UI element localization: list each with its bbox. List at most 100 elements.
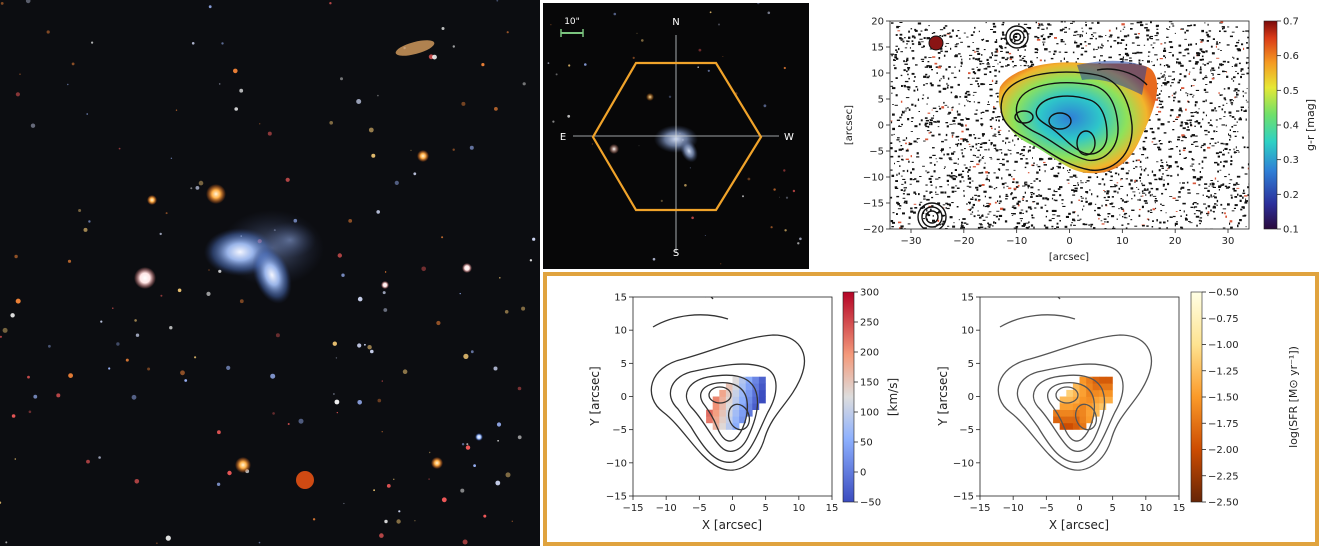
noise-pixel (1185, 108, 1187, 111)
noise-pixel (1236, 41, 1240, 44)
velocity-spaxel (739, 416, 746, 424)
noise-pixel (1162, 75, 1166, 77)
noise-pixel (989, 94, 993, 97)
noise-pixel (1113, 40, 1117, 42)
noise-pixel (1062, 167, 1065, 169)
noise-pixel (994, 41, 998, 43)
noise-pixel (953, 117, 957, 119)
velocity-spaxel (732, 409, 740, 417)
noise-pixel (1204, 183, 1208, 185)
noise-pixel (905, 158, 909, 160)
noise-pixel (890, 220, 894, 223)
noise-pixel (1030, 192, 1033, 194)
noise-pixel (1101, 47, 1103, 49)
noise-pixel (987, 213, 990, 215)
noise-pixel (1017, 184, 1020, 187)
noise-pixel (1211, 73, 1214, 74)
noise-pixel (932, 219, 935, 222)
noise-pixel (980, 112, 982, 114)
noise-pixel (995, 136, 997, 137)
noise-pixel (920, 58, 925, 60)
noise-pixel (1150, 44, 1153, 46)
noise-pixel (1036, 164, 1038, 166)
noise-pixel (960, 138, 964, 140)
noise-pixel (1150, 209, 1152, 211)
noise-pixel (902, 40, 905, 43)
noise-pixel (1234, 135, 1237, 137)
star (217, 430, 221, 435)
noise-pixel (1079, 35, 1082, 38)
noise-pixel (1160, 76, 1164, 78)
g-r-color-map-plot: −30 −20 −10 0 10 20 30 20 15 10 5 0 −5 −10 −15 −20 [ar… (812, 5, 1319, 271)
star (763, 104, 767, 108)
noise-pixel (1192, 203, 1194, 205)
noise-pixel (984, 227, 987, 229)
star (381, 431, 383, 433)
noise-pixel (1031, 217, 1035, 219)
noise-pixel (1133, 194, 1136, 197)
noise-pixel (1123, 26, 1126, 28)
noise-pixel (1008, 173, 1012, 177)
noise-pixel (1023, 23, 1028, 25)
noise-pixel (900, 227, 903, 229)
noise-pixel (1185, 69, 1188, 72)
noise-pixel (1234, 196, 1238, 198)
noise-pixel (1225, 215, 1227, 218)
noise-pixel (1184, 49, 1186, 51)
color-map-colorbar-ticks: 0.70.60.50.40.30.20.1 (1277, 17, 1299, 236)
noise-pixel (1221, 108, 1224, 111)
noise-pixel (1217, 141, 1219, 143)
sfr-spaxel (1079, 403, 1087, 410)
noise-pixel (1195, 210, 1199, 212)
noise-pixel (1193, 94, 1195, 96)
noise-pixel (952, 175, 956, 177)
noise-pixel (940, 157, 943, 160)
noise-pixel (1233, 76, 1236, 79)
noise-pixel (1079, 43, 1083, 46)
noise-pixel (900, 74, 903, 77)
noise-pixel (898, 221, 902, 224)
noise-pixel (1112, 227, 1116, 229)
noise-pixel (929, 82, 933, 85)
noise-pixel (1118, 173, 1120, 176)
noise-pixel (1186, 119, 1190, 121)
noise-pixel (1156, 28, 1159, 30)
noise-pixel (1202, 63, 1204, 65)
noise-pixel (950, 91, 953, 94)
noise-pixel (1080, 187, 1083, 189)
noise-pixel (980, 224, 983, 226)
star (335, 357, 338, 359)
sfr-spaxel (1079, 376, 1087, 384)
noise-pixel (956, 110, 959, 113)
noise-pixel (974, 137, 977, 140)
noise-pixel (1236, 48, 1241, 50)
star (336, 412, 338, 414)
noise-pixel (1027, 187, 1029, 189)
noise-pixel (1077, 214, 1079, 217)
star (226, 365, 231, 370)
noise-pixel (1160, 72, 1162, 75)
noise-pixel (959, 174, 962, 176)
noise-pixel (895, 94, 898, 97)
star (112, 307, 114, 309)
star (742, 195, 744, 198)
noise-pixel (962, 170, 965, 172)
noise-pixel (1002, 208, 1006, 211)
noise-pixel (1030, 224, 1034, 227)
noise-pixel (1028, 149, 1031, 152)
noise-pixel (1169, 196, 1173, 197)
noise-pixel (1193, 213, 1196, 215)
noise-pixel (1236, 110, 1240, 112)
velocity-spaxel (739, 396, 746, 404)
star (334, 399, 340, 405)
noise-pixel (938, 133, 941, 136)
noise-pixel (1064, 225, 1068, 228)
star (56, 393, 61, 398)
noise-pixel (1056, 215, 1061, 217)
noise-pixel (1135, 166, 1138, 168)
noise-pixel (998, 214, 1003, 217)
sfr-spaxel (1099, 389, 1107, 397)
noise-pixel (1224, 176, 1227, 178)
noise-pixel (1060, 21, 1064, 23)
